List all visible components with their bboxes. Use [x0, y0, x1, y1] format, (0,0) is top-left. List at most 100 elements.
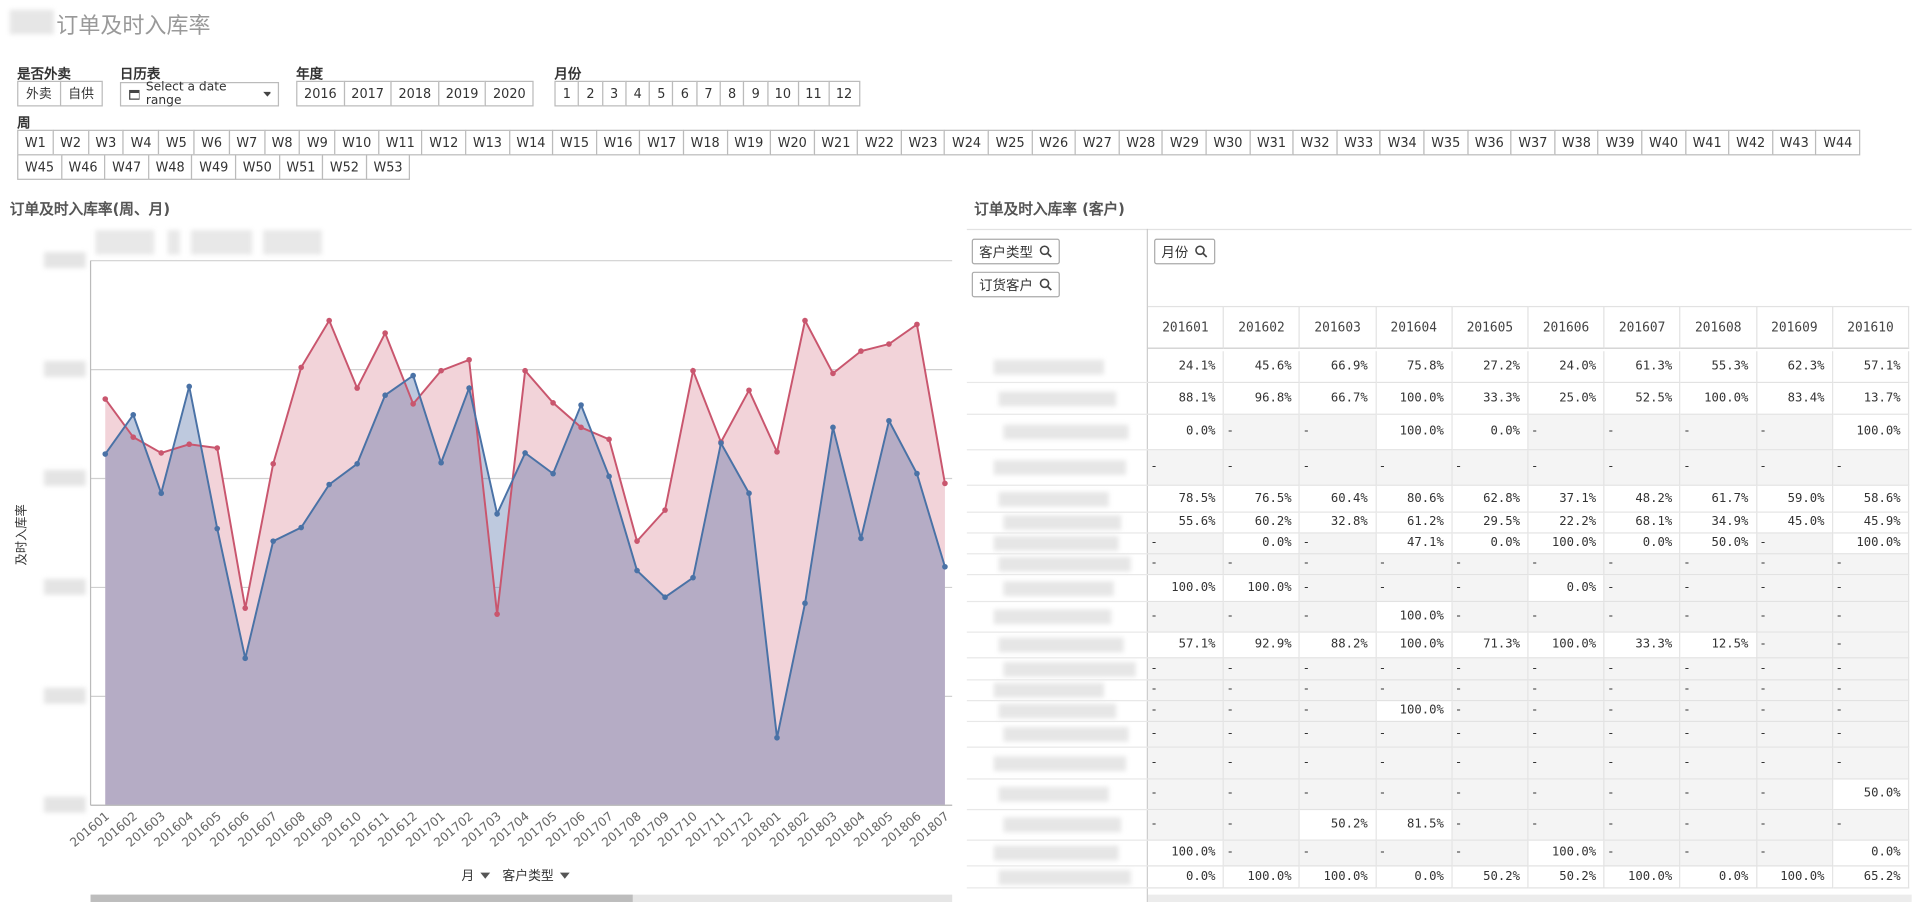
filter-button[interactable]: W20 [769, 129, 815, 156]
filter-button[interactable]: 11 [797, 80, 830, 107]
filter-button[interactable]: 2019 [437, 80, 487, 107]
filter-button[interactable]: W29 [1161, 129, 1207, 156]
point [634, 567, 640, 574]
filter-button[interactable]: W37 [1510, 129, 1556, 156]
table-cell: 60.2% [1224, 512, 1301, 533]
point [326, 317, 332, 324]
filter-button[interactable]: W17 [639, 129, 685, 156]
filter-button[interactable]: 1 [554, 80, 580, 107]
filter-button[interactable]: W32 [1292, 129, 1338, 156]
filter-button[interactable]: W10 [334, 129, 380, 156]
filter-button[interactable]: W19 [726, 129, 772, 156]
filter-button[interactable]: 12 [828, 80, 860, 107]
table-cell: - [1756, 532, 1834, 554]
point [886, 417, 892, 424]
filter-button[interactable]: W21 [813, 129, 859, 156]
filter-button[interactable]: W41 [1684, 129, 1730, 156]
filter-button[interactable]: W38 [1554, 129, 1599, 156]
filter-button[interactable]: W52 [322, 154, 367, 180]
filter-button[interactable]: W33 [1336, 129, 1382, 156]
filter-button[interactable]: 5 [648, 80, 674, 107]
filter-button[interactable]: W45 [17, 154, 62, 180]
point [186, 383, 193, 390]
filter-button[interactable]: W39 [1597, 129, 1643, 156]
column-header: 201610 [1833, 305, 1910, 349]
filter-button[interactable]: W36 [1466, 129, 1512, 156]
filter-button[interactable]: W7 [228, 129, 266, 156]
filter-button[interactable]: 8 [719, 80, 745, 107]
filter-button[interactable]: W8 [263, 129, 301, 156]
dimension-search[interactable]: 订货客户 [971, 271, 1060, 298]
filter-button[interactable]: 2018 [390, 80, 440, 107]
filter-button[interactable]: W16 [595, 129, 641, 156]
filter-buttons: 外卖 自供 [17, 80, 103, 107]
filter-button[interactable]: W34 [1379, 129, 1425, 156]
filter-button[interactable]: 2016 [296, 80, 345, 107]
table-cell: 100.0% [1224, 866, 1301, 889]
filter-button[interactable]: W5 [158, 129, 195, 156]
filter-button[interactable]: W3 [87, 129, 125, 156]
table-cell: - [1680, 553, 1757, 576]
filter-button[interactable]: W53 [365, 154, 411, 180]
filter-button[interactable]: W31 [1249, 129, 1294, 156]
filter-button[interactable]: W35 [1423, 129, 1469, 156]
filter-button[interactable]: W1 [17, 129, 54, 156]
dimension-search[interactable]: 客户类型 [971, 238, 1060, 265]
filter-button[interactable]: W18 [682, 129, 728, 156]
filter-button[interactable]: 2017 [343, 80, 392, 107]
filter-button[interactable]: 10 [766, 80, 799, 107]
table-cell: - [1680, 658, 1757, 680]
filter-button[interactable]: W46 [60, 154, 106, 180]
filter-button[interactable]: W48 [147, 154, 193, 180]
filter-button[interactable]: W4 [122, 129, 160, 156]
filter-button[interactable]: W49 [191, 154, 237, 180]
filter-button[interactable]: W47 [104, 154, 150, 180]
dimension-search[interactable]: 月份 [1154, 238, 1216, 265]
filter-button[interactable]: W2 [52, 129, 89, 156]
filter-button[interactable]: W44 [1815, 129, 1861, 156]
filter-button[interactable]: W12 [421, 129, 467, 156]
filter-button[interactable]: 9 [743, 80, 769, 107]
table-cell: 47.1% [1376, 532, 1453, 554]
table-cell: 45.0% [1756, 512, 1834, 533]
filter-button[interactable]: 6 [672, 80, 698, 107]
table-cell: - [1452, 840, 1529, 867]
filter-button[interactable]: 2020 [485, 80, 534, 107]
table-cell: 100.0% [1376, 601, 1453, 633]
filter-button[interactable]: W51 [278, 154, 324, 180]
filter-button[interactable]: W13 [465, 129, 510, 156]
filter-button[interactable]: W50 [234, 154, 280, 180]
filter-button[interactable]: W25 [987, 129, 1033, 156]
point [102, 396, 109, 402]
filter-button[interactable]: W27 [1074, 129, 1120, 156]
table-cell: 0.0% [1833, 840, 1910, 867]
column-header: 201605 [1452, 305, 1529, 349]
table-cell: - [1300, 721, 1377, 748]
filter-button[interactable]: W6 [193, 129, 230, 156]
table-cell: 0.0% [1604, 532, 1681, 554]
date-dropdown[interactable]: Select a date range [119, 81, 280, 108]
column-header: 201601 [1147, 305, 1225, 349]
search-icon [1039, 245, 1052, 258]
filter-button[interactable]: W42 [1728, 129, 1774, 156]
filter-button[interactable]: W43 [1771, 129, 1817, 156]
filter-button[interactable]: W26 [1031, 129, 1077, 156]
filter-button[interactable]: W15 [552, 129, 597, 156]
filter-button[interactable]: 外卖 [17, 80, 61, 107]
filter-button[interactable]: W40 [1641, 129, 1686, 156]
filter-button[interactable]: W30 [1205, 129, 1251, 156]
filter-button[interactable]: W22 [857, 129, 902, 156]
filter-button[interactable]: 7 [696, 80, 721, 107]
filter-button[interactable]: W14 [508, 129, 554, 156]
column-header: 201609 [1756, 305, 1834, 349]
filter-button[interactable]: W28 [1118, 129, 1164, 156]
filter-button[interactable]: W23 [900, 129, 946, 156]
filter-button[interactable]: 4 [625, 80, 651, 107]
filter-button[interactable]: 3 [601, 80, 627, 107]
filter-button[interactable]: 自供 [59, 80, 103, 107]
filter-button[interactable]: W11 [377, 129, 423, 156]
filter-button[interactable]: W24 [944, 129, 989, 156]
filter-button[interactable]: 2 [578, 80, 603, 107]
filter-button[interactable]: W9 [299, 129, 336, 156]
